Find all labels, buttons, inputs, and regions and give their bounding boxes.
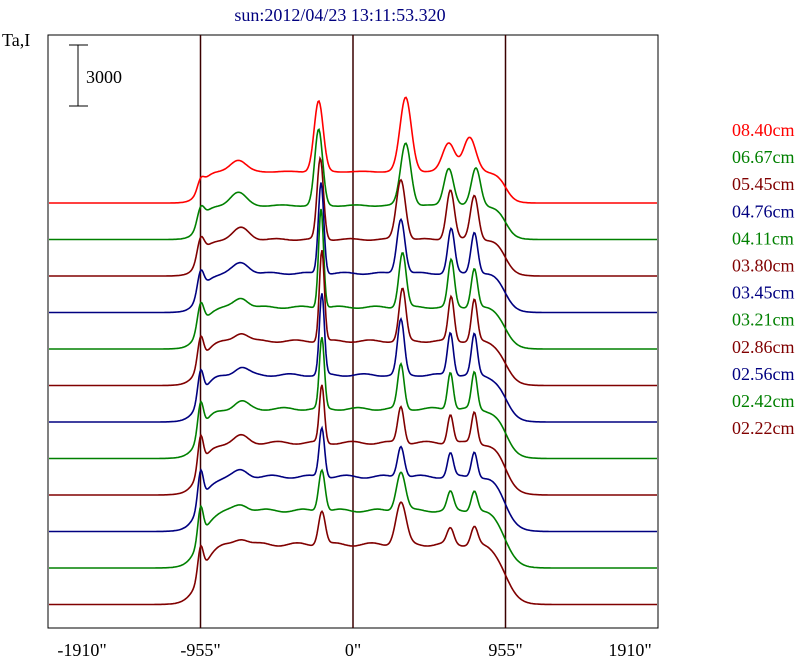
series-line-03.45cm: [49, 293, 657, 423]
legend-entry: 03.80cm: [732, 256, 795, 276]
legend-entry: 06.67cm: [732, 147, 795, 167]
legend: 08.40cm 06.67cm 05.45cm 04.76cm 04.11cm 03.80…: [732, 120, 795, 438]
legend-entry: 02.56cm: [732, 364, 795, 384]
series-line-02.22cm: [49, 501, 657, 606]
series-line-04.76cm: [49, 182, 657, 314]
series-line-03.21cm: [49, 337, 657, 460]
legend-entry: 03.21cm: [732, 310, 795, 330]
series-line-08.40cm: [49, 96, 657, 204]
series-line-03.80cm: [49, 249, 657, 387]
chart-title: sun:2012/04/23 13:11:53.320: [234, 5, 445, 25]
series-line-05.45cm: [49, 155, 657, 277]
legend-entry: 02.86cm: [732, 337, 795, 357]
legend-entry: 05.45cm: [732, 174, 795, 194]
legend-entry: 04.76cm: [732, 201, 795, 221]
legend-entry: 04.11cm: [732, 228, 794, 248]
x-tick-label: 1910": [608, 640, 651, 660]
legend-entry: 02.42cm: [732, 391, 795, 411]
scale-bar: 3000: [69, 44, 122, 107]
series-line-02.56cm: [49, 425, 657, 533]
x-tick-label: -1910": [57, 640, 106, 660]
legend-entry: 08.40cm: [732, 120, 795, 140]
y-axis-label: Ta,I: [2, 30, 30, 50]
x-tick-labels: -1910" -955" 0" 955" 1910": [57, 640, 651, 660]
series-line-02.42cm: [49, 468, 657, 569]
legend-entry: 02.22cm: [732, 418, 795, 438]
series-line-06.67cm: [49, 128, 657, 241]
series-lines: [49, 96, 657, 606]
vertical-reference-lines: [199, 35, 507, 628]
x-tick-label: -955": [180, 640, 220, 660]
scale-bar-label: 3000: [86, 67, 122, 87]
x-tick-label: 0": [345, 640, 361, 660]
legend-entry: 03.45cm: [732, 283, 795, 303]
x-tick-label: 955": [488, 640, 522, 660]
series-line-02.86cm: [49, 384, 657, 496]
series-line-04.11cm: [49, 208, 657, 350]
